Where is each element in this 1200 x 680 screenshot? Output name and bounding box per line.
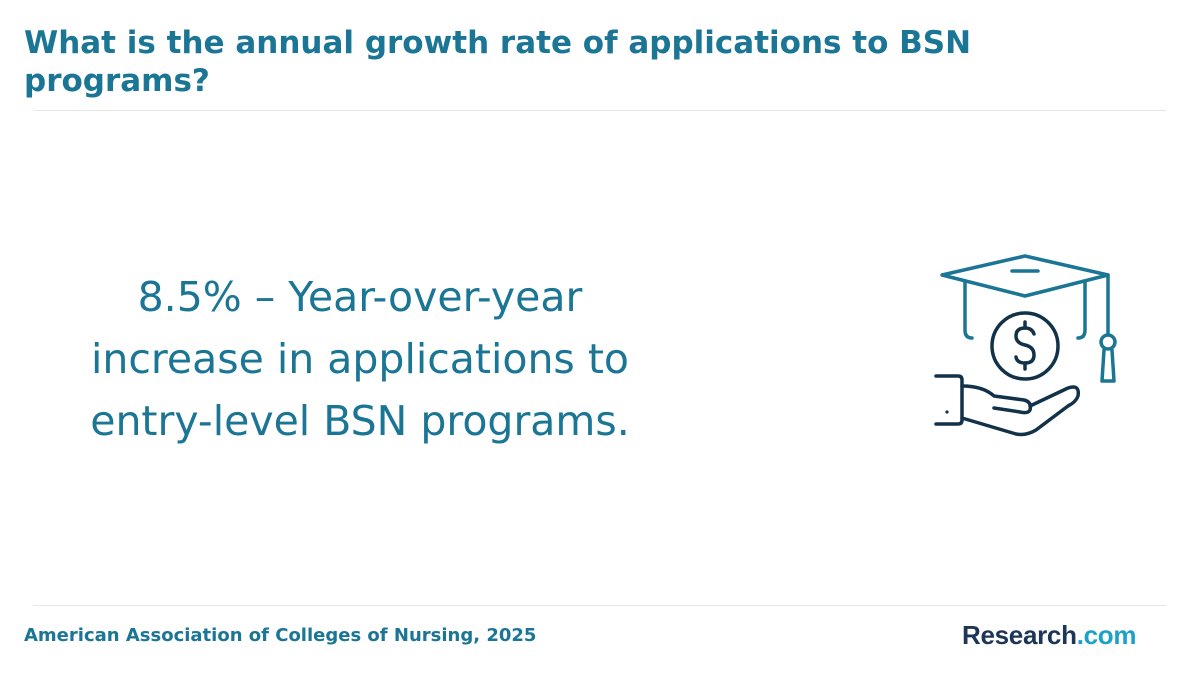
research-com-logo[interactable]: Research.com [962, 618, 1136, 652]
stat-statement: 8.5% – Year-over-year increase in applic… [90, 273, 630, 445]
logo-part-research: Research [962, 620, 1077, 650]
graduation-cap-money-hand-icon [928, 250, 1128, 445]
page-title: What is the annual growth rate of applic… [24, 25, 972, 99]
source-citation: American Association of Colleges of Nurs… [24, 625, 537, 646]
bottom-divider [33, 605, 1166, 606]
top-divider [33, 110, 1166, 111]
logo-part-com: .com [1076, 620, 1137, 650]
